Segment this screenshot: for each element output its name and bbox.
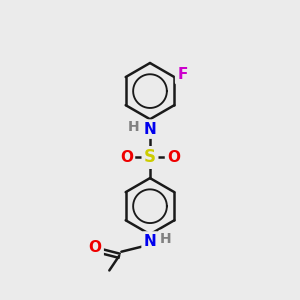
Text: N: N bbox=[144, 233, 156, 248]
Text: O: O bbox=[88, 240, 102, 255]
Text: N: N bbox=[144, 122, 156, 136]
Text: F: F bbox=[177, 68, 188, 82]
Text: H: H bbox=[128, 120, 140, 134]
Text: S: S bbox=[144, 148, 156, 166]
Text: O: O bbox=[167, 150, 180, 165]
Text: O: O bbox=[120, 150, 133, 165]
Text: H: H bbox=[160, 232, 172, 246]
